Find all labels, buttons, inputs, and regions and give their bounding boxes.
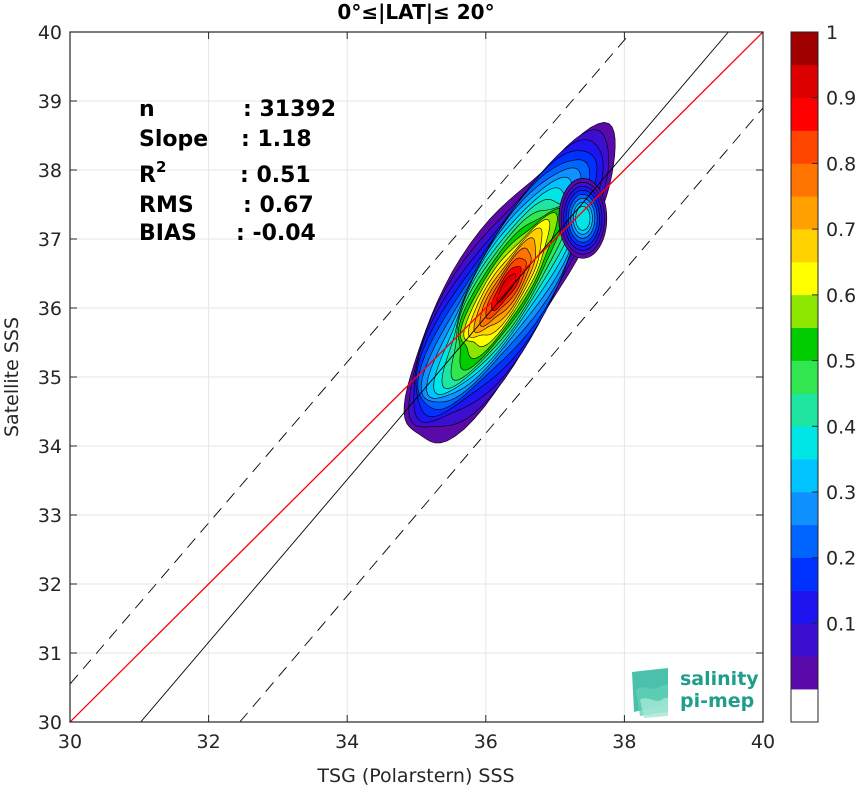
upper-dashed-line — [70, 32, 632, 685]
colorbar-tick-label: 0.4 — [826, 416, 856, 438]
colorbar-segment — [791, 524, 818, 559]
y-tick-label: 35 — [38, 367, 62, 389]
x-tick-label: 36 — [474, 731, 498, 753]
colorbar-segment — [791, 360, 818, 394]
colorbar-segment — [791, 557, 818, 591]
colorbar: 0.1 0.2 0.3 0.4 0.5 0.6 0.7 0.8 0.9 1 — [790, 22, 856, 723]
stat-label: BIAS — [139, 221, 197, 246]
colorbar-segment — [791, 64, 818, 99]
colorbar-segment — [791, 393, 818, 427]
colorbar-segment — [791, 590, 818, 624]
stat-value: : 31392 — [243, 97, 336, 122]
y-tick-label: 37 — [38, 229, 62, 251]
salinity-pimep-logo: salinity pi-mep — [632, 668, 759, 718]
colorbar-segment — [791, 97, 818, 131]
y-tick-label: 31 — [38, 643, 62, 665]
colorbar-segment — [791, 163, 818, 197]
reference-lines — [70, 32, 763, 722]
regression-line — [140, 32, 729, 722]
colorbar-tick-label: 0.8 — [826, 153, 856, 175]
stat-label-superscript: 2 — [156, 158, 166, 176]
x-tick-label: 32 — [197, 731, 221, 753]
colorbar-segment — [791, 426, 818, 460]
one-to-one-line — [70, 32, 763, 722]
lower-dashed-line — [239, 107, 763, 722]
y-tick-label: 36 — [38, 298, 62, 320]
colorbar-segment — [791, 229, 818, 263]
y-tick-label: 32 — [38, 574, 62, 596]
x-tick-label: 30 — [58, 731, 82, 753]
stat-value: : 0.51 — [240, 163, 311, 188]
colorbar-tick-label: 1 — [826, 22, 838, 44]
colorbar-tick-label: 0.9 — [826, 88, 856, 110]
stat-label: Slope — [139, 127, 208, 152]
colorbar-tick-label: 0.2 — [826, 548, 856, 570]
x-tick-label: 34 — [335, 731, 359, 753]
colorbar-tick-label: 0.3 — [826, 482, 856, 504]
x-axis-label: TSG (Polarstern) SSS — [316, 765, 514, 787]
y-tick-label: 30 — [38, 712, 62, 734]
x-tick-label: 38 — [612, 731, 636, 753]
density-contours — [403, 121, 616, 444]
colorbar-segment — [791, 459, 818, 493]
logo-text-line1: salinity — [680, 668, 759, 690]
y-tick-label: 40 — [38, 22, 62, 44]
y-tick-label: 39 — [38, 91, 62, 113]
colorbar-tick-label: 0.7 — [826, 219, 856, 241]
colorbar-segment — [791, 294, 818, 329]
stat-label: n — [139, 97, 155, 122]
colorbar-tick-label: 0.1 — [826, 613, 856, 635]
colorbar-tick-label: 0.6 — [826, 285, 856, 307]
y-tick-label: 34 — [38, 436, 62, 458]
logo-icon — [632, 668, 668, 718]
stats-box: n : 31392 Slope : 1.18 R2 : 0.51 RMS : 0.67 BIAS… — [139, 97, 336, 246]
colorbar-tick-label: 0.5 — [826, 351, 856, 373]
stat-label: R2 — [139, 158, 166, 188]
colorbar-segment — [791, 689, 818, 723]
stat-label: RMS — [139, 193, 194, 218]
chart-title: 0°≤|LAT|≤ 20° — [337, 0, 494, 24]
colorbar-segment — [791, 196, 818, 230]
axis-ticks: 30 32 34 36 38 40 30 31 32 33 34 35 36 37 38 39 40 — [38, 22, 775, 753]
colorbar-frame — [790, 31, 819, 723]
y-tick-label: 38 — [38, 160, 62, 182]
colorbar-segment — [791, 623, 818, 657]
stat-value: : 0.67 — [243, 193, 314, 218]
logo-text-line2: pi-mep — [680, 690, 754, 712]
x-tick-label: 40 — [751, 731, 775, 753]
y-tick-label: 33 — [38, 505, 62, 527]
secondary-contour-level-8 — [575, 206, 591, 231]
colorbar-segment — [791, 492, 818, 526]
colorbar-segment — [791, 327, 818, 361]
colorbar-segment — [791, 656, 818, 690]
stat-value: : 1.18 — [241, 127, 312, 152]
colorbar-segment — [791, 130, 818, 164]
colorbar-segment — [791, 32, 818, 66]
colorbar-segment — [791, 262, 818, 296]
stat-value: : -0.04 — [236, 221, 316, 246]
y-axis-label: Satellite SSS — [1, 317, 23, 437]
